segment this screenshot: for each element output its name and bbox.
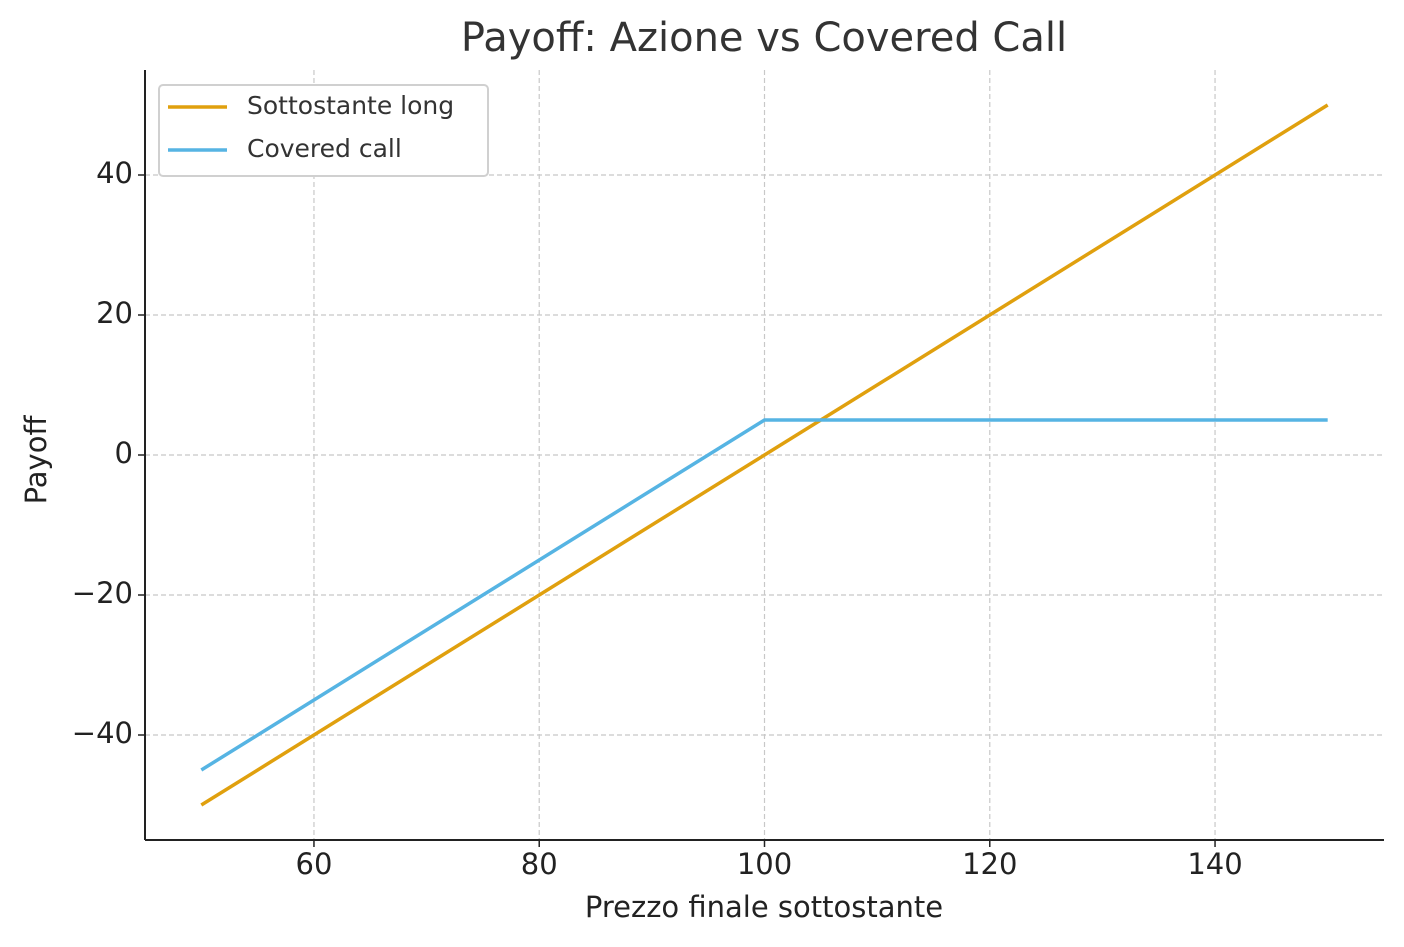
y-axis-label: Payoff <box>19 415 53 505</box>
y-tick-label: 40 <box>96 156 133 190</box>
legend-box <box>158 84 489 177</box>
series-line <box>200 418 1328 772</box>
chart-title: Payoff: Azione vs Covered Call <box>461 15 1067 61</box>
y-tick-label: −20 <box>72 576 133 610</box>
y-tick-label: 0 <box>115 436 133 470</box>
x-axis-label: Prezzo finale sottostante <box>585 890 943 924</box>
x-tick-label: 60 <box>296 847 333 881</box>
legend-label: Sottostante long <box>247 91 454 120</box>
x-tick-label: 80 <box>521 847 558 881</box>
series-line <box>200 103 1329 807</box>
x-tick-label: 140 <box>1187 847 1242 881</box>
y-tick-label: 20 <box>96 296 133 330</box>
y-tick-label: −40 <box>72 716 133 750</box>
x-tick-label: 100 <box>737 847 792 881</box>
x-tick-label: 120 <box>962 847 1017 881</box>
legend-label: Covered call <box>247 134 402 163</box>
